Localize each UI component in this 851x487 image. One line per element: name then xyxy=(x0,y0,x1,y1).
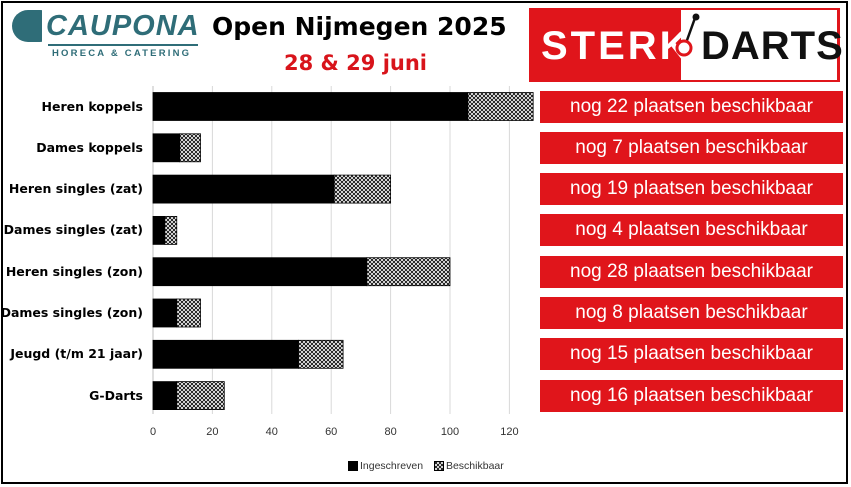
category-label: Jeugd (t/m 21 jaar) xyxy=(10,346,143,362)
page-title: Open Nijmegen 2025 xyxy=(212,12,507,41)
bar-beschikbaar xyxy=(298,339,344,369)
category-label: Heren singles (zat) xyxy=(8,181,143,197)
x-tick-label: 40 xyxy=(265,426,278,438)
bar-ingeschreven xyxy=(152,298,178,328)
legend-label-beschikbaar: Beschikbaar xyxy=(445,460,504,472)
availability-badge: nog 8 plaatsen beschikbaar xyxy=(540,297,843,329)
bar-beschikbaar xyxy=(179,133,201,163)
category-label: Dames singles (zon) xyxy=(0,305,143,320)
category-label: Heren singles (zon) xyxy=(5,263,143,279)
bar-beschikbaar xyxy=(333,174,392,204)
bar-ingeschreven xyxy=(152,257,368,287)
sterkdarts-word-sterk: STERK xyxy=(541,24,692,68)
sterkdarts-logo: STERK DARTS xyxy=(529,8,843,82)
bar-ingeschreven xyxy=(152,339,299,369)
page-subtitle: 28 & 29 juni xyxy=(284,51,427,75)
availability-badge: nog 7 plaatsen beschikbaar xyxy=(540,131,843,164)
bar-beschikbaar xyxy=(176,381,225,411)
bar-ingeschreven xyxy=(152,215,166,245)
category-label: Dames koppels xyxy=(36,139,143,155)
availability-badge: nog 28 plaatsen beschikbaar xyxy=(540,255,843,288)
bar-ingeschreven xyxy=(152,133,181,163)
legend-swatch-solid xyxy=(348,461,358,472)
chart-legend: Ingeschreven Beschikbaar xyxy=(348,460,512,472)
caupona-underline xyxy=(48,44,198,46)
category-label: Heren koppels xyxy=(41,98,144,114)
chart-bars xyxy=(152,92,534,411)
availability-badge: nog 16 plaatsen beschikbaar xyxy=(540,379,843,412)
availability-badge: nog 19 plaatsen beschikbaar xyxy=(540,173,843,206)
x-tick-label: 20 xyxy=(206,426,219,438)
bar-ingeschreven xyxy=(152,92,469,121)
x-tick-label: 120 xyxy=(500,426,519,438)
bar-beschikbaar xyxy=(467,92,534,121)
caupona-wordmark: CAUPONA xyxy=(42,10,204,42)
x-tick-label: 80 xyxy=(384,426,397,438)
dart-icon xyxy=(675,13,700,57)
x-tick-label: 0 xyxy=(149,426,157,438)
caupona-logo: CAUPONA HORECA & CATERING xyxy=(12,10,204,59)
sterkdarts-word-darts: DARTS xyxy=(701,24,844,68)
bar-beschikbaar xyxy=(164,215,178,245)
bar-beschikbaar xyxy=(176,298,201,328)
bar-ingeschreven xyxy=(152,381,178,411)
sterkdarts-logo-panel xyxy=(681,10,837,80)
x-tick-label: 100 xyxy=(440,426,460,438)
legend-label-ingeschreven: Ingeschreven xyxy=(360,460,424,472)
x-tick-label: 60 xyxy=(325,426,338,438)
category-label: Dames singles (zat) xyxy=(3,222,143,238)
legend-item-ingeschreven: Ingeschreven xyxy=(348,460,423,472)
bar-beschikbaar xyxy=(366,257,451,287)
availability-badge: nog 15 plaatsen beschikbaar xyxy=(540,338,843,371)
category-label: G-Darts xyxy=(89,387,143,403)
legend-swatch-hatch xyxy=(433,461,444,472)
caupona-tagline: HORECA & CATERING xyxy=(52,48,192,59)
legend-item-beschikbaar: Beschikbaar xyxy=(433,460,504,472)
bar-ingeschreven xyxy=(152,174,335,204)
availability-badge: nog 4 plaatsen beschikbaar xyxy=(540,214,843,247)
availability-badge: nog 22 plaatsen beschikbaar xyxy=(540,90,843,123)
